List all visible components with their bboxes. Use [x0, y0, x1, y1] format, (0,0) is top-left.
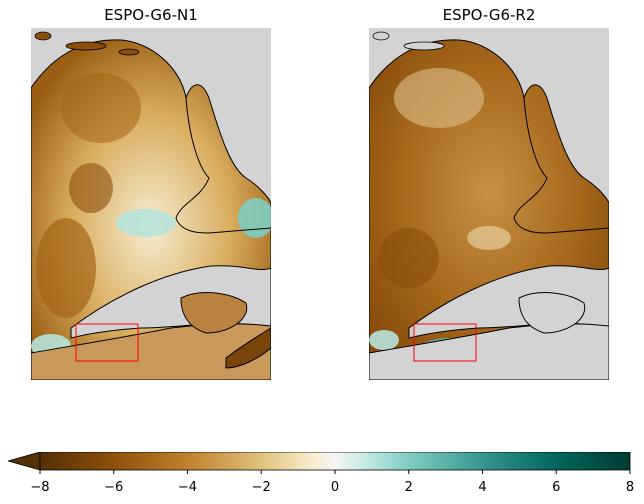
- island: [403, 41, 445, 51]
- positive-anomaly-patch: [369, 330, 399, 350]
- colorbar-tick-label: 6: [552, 480, 561, 495]
- colorbar-tick-label: −4: [177, 480, 198, 495]
- negative-anomaly-patch: [69, 163, 113, 213]
- maritimes-land: [180, 292, 248, 334]
- colorbar-extend-arrow: [6, 451, 41, 471]
- positive-anomaly-patch: [238, 198, 271, 238]
- negative-anomaly-patch: [61, 73, 141, 143]
- map-right-svg: [369, 28, 609, 380]
- negative-anomaly-patch: [36, 218, 96, 318]
- colorbar-svg: [6, 451, 631, 474]
- maritimes-land: [518, 292, 586, 334]
- positive-anomaly-patch: [116, 209, 176, 237]
- map-panel-left: [31, 28, 271, 380]
- map-panel-right: [369, 28, 609, 380]
- island: [34, 31, 52, 41]
- colorbar-ticks: [39, 470, 631, 474]
- southern-land: [369, 323, 609, 380]
- island: [372, 31, 390, 41]
- colorbar-tick-label: 4: [478, 480, 487, 495]
- island: [65, 41, 107, 51]
- southern-land: [31, 323, 271, 380]
- colorbar-tick-label: 2: [404, 480, 413, 495]
- negative-anomaly-patch: [379, 228, 439, 288]
- map-left-svg: [31, 28, 271, 380]
- colorbar: −8 −6 −4 −2 0 2 4 6 8: [6, 451, 635, 502]
- map-title-left: ESPO-G6-N1: [104, 6, 198, 24]
- highlight-box: [413, 323, 477, 362]
- border-line: [513, 97, 609, 234]
- colorbar-tick-label: −6: [104, 480, 124, 495]
- light-patch: [467, 226, 511, 250]
- island: [118, 48, 140, 56]
- colorbar-tick-label: −2: [251, 480, 271, 495]
- colorbar-tick-label: 0: [330, 480, 340, 495]
- colorbar-gradient: [39, 451, 631, 471]
- highlight-box: [75, 323, 139, 362]
- map-title-right: ESPO-G6-R2: [442, 6, 536, 24]
- colorbar-tick-label: −8: [30, 480, 50, 495]
- nova-scotia: [225, 327, 271, 369]
- border-line: [175, 97, 271, 234]
- light-patch: [394, 68, 484, 128]
- colorbar-tick-label: 8: [625, 480, 635, 495]
